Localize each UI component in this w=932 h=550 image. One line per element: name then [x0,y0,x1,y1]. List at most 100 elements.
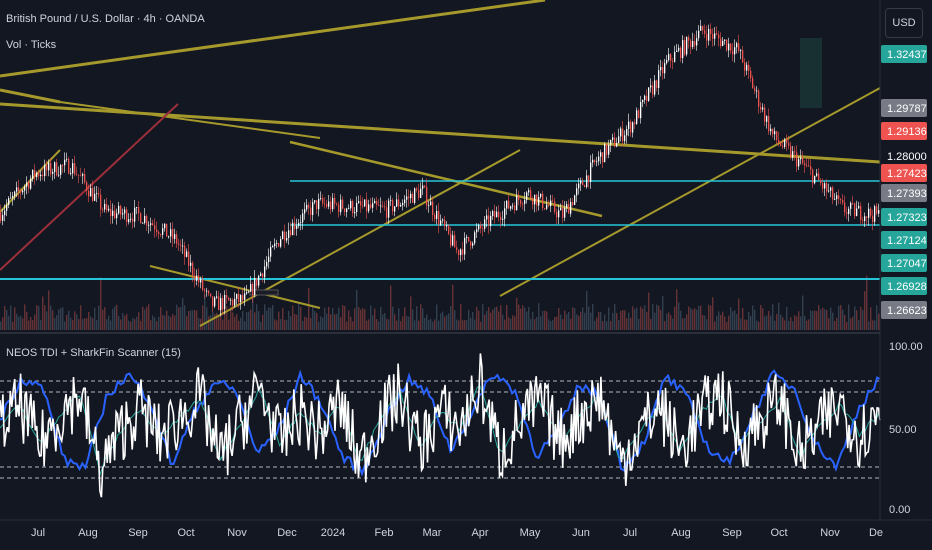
candle-body [134,207,136,222]
volume-bar [78,319,80,330]
candle-body [110,208,112,216]
price-badge-label: 1.29136 [887,126,927,138]
candle-body [522,203,524,205]
candle-body [814,175,816,184]
candle-body [194,275,196,281]
candle-body [428,205,430,207]
volume-bar [846,321,848,330]
candle-body [208,290,210,294]
candle-body [302,213,304,223]
candle-body [782,145,784,147]
candle-body [658,70,660,88]
candle-body [440,220,442,225]
volume-bar [4,306,6,330]
candle-body [168,236,170,238]
candle-body [626,128,628,136]
candle-body [638,110,640,119]
time-tick: May [520,527,541,539]
candle-body [452,235,454,246]
indicator-pane[interactable] [0,353,881,498]
volume-bar [142,306,144,330]
candle-body [318,198,320,210]
volume-bar [342,305,344,330]
volume-bar [756,320,758,330]
price-badge [881,184,927,202]
candle-body [686,37,688,55]
candle-body [550,200,552,207]
candle-body [32,169,34,179]
volume-bar [88,311,90,330]
time-axis[interactable]: Jul Aug Sep Oct Nov Dec 2024 Feb Mar Apr May Jun Jul… [31,527,883,539]
volume-bar [400,321,402,330]
candle-body [448,224,450,234]
candle-body [390,200,392,201]
volume-bar [484,314,486,330]
candle-body [760,106,762,110]
candle-body [696,38,698,46]
volume-bar [370,305,372,330]
volume-bar [702,314,704,330]
candle-body [172,229,174,239]
candle-body [238,293,240,303]
volume-bar [182,298,184,330]
volume-bar [138,312,140,330]
candle-body [798,159,800,167]
candle-body [568,204,570,214]
candle-body [322,198,324,204]
candle-body [196,275,198,281]
volume-bar [36,304,38,330]
candle-body [44,164,46,177]
volume-bar [494,307,496,330]
candle-body [488,215,490,226]
candle-body [876,206,878,214]
candle-body [314,200,316,203]
trendline [0,0,546,78]
volume-bar [176,304,178,330]
candle-body [60,165,62,175]
volume-bar [200,318,202,330]
volume-bar [752,305,754,330]
volume-bar [252,297,254,330]
volume-bar [804,316,806,330]
candle-body [538,196,540,206]
candle-body [494,211,496,218]
candle-body [622,128,624,142]
volume-bar [196,310,198,330]
candle-body [808,165,810,167]
candle-body [674,51,676,62]
candle-body [644,95,646,100]
candle-body [310,207,312,215]
volume-bar [472,311,474,330]
volume-bar [544,310,546,330]
currency-button[interactable]: USD [885,8,923,38]
candle-body [750,70,752,79]
candle-body [264,266,266,278]
candle-body [316,200,318,210]
volume-bar [190,310,192,330]
volume-bar [414,320,416,330]
candle-body [182,245,184,247]
volume-bar [692,309,694,330]
volume-bar [608,307,610,330]
candle-body [734,47,736,55]
candle-body [564,207,566,218]
volume-bar [90,316,92,330]
volume-bar [392,306,394,330]
candle-body [186,251,188,257]
time-tick: Nov [227,527,247,539]
volume-bar [98,305,100,330]
time-tick: De [869,527,883,539]
volume-bar [258,311,260,330]
main-pane[interactable] [0,0,881,330]
candle-body [694,41,696,46]
candle-body [324,203,326,205]
candle-body [56,162,58,176]
candle-body [804,163,806,166]
volume-bar [310,318,312,330]
candle-body [6,204,8,211]
price-scale[interactable]: 1.32437 1.29787 1.29136 1.28000 1.27423 1.273… [879,0,927,520]
candle-body [230,299,232,301]
volume-bar [32,320,34,330]
price-badge-label: 1.27124 [887,235,927,247]
